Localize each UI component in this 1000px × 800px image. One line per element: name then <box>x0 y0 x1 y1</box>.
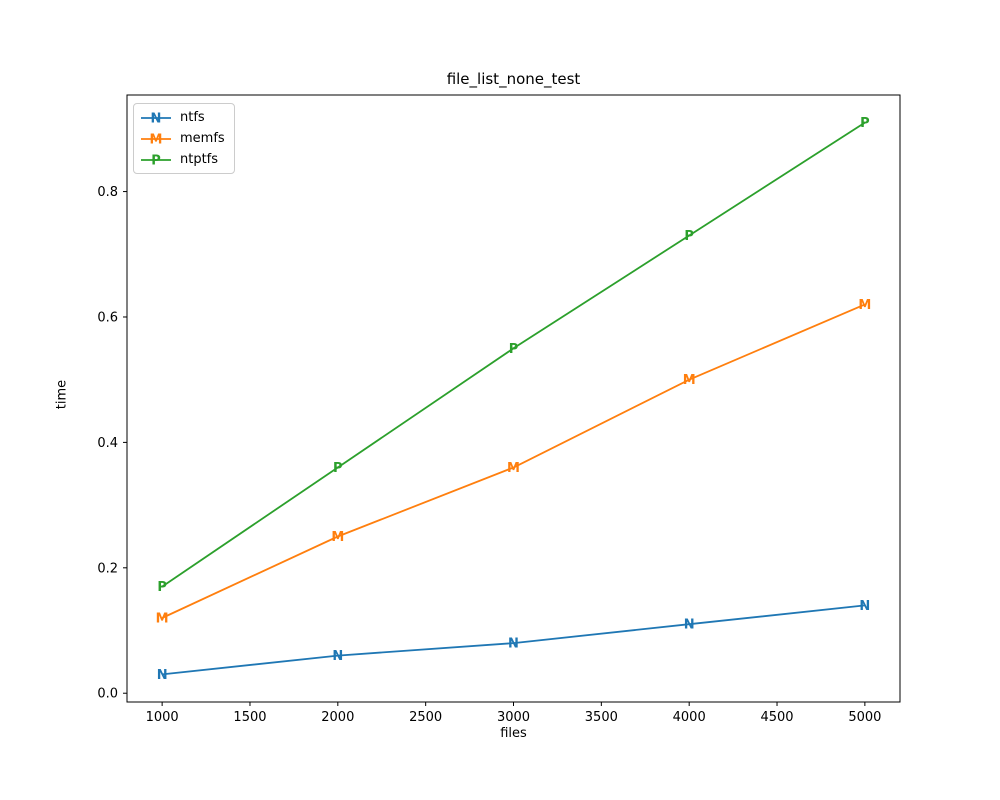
legend-marker-letter: P <box>151 153 161 168</box>
y-tick-label: 0.4 <box>97 436 118 451</box>
legend-sample-ntfs: N <box>141 111 171 126</box>
x-tick-label: 1500 <box>233 710 266 725</box>
legend-label: ntfs <box>180 110 205 125</box>
x-tick-label: 1000 <box>146 710 179 725</box>
x-axis-label: files <box>500 726 527 741</box>
legend-sample-ntptfs: P <box>141 153 171 168</box>
legend-label: memfs <box>180 131 225 146</box>
series-line-ntfs <box>162 604 865 676</box>
x-tick-label: 3000 <box>497 710 530 725</box>
x-tick-label: 2000 <box>321 710 354 725</box>
y-tick-label: 0.6 <box>97 310 118 325</box>
series-marker-ntfs: N <box>157 668 168 683</box>
x-tick-label: 4500 <box>760 710 793 725</box>
series-marker-memfs: M <box>507 461 520 476</box>
series-marker-memfs: M <box>858 298 871 313</box>
series-marker-ntfs: N <box>859 599 870 614</box>
legend-marker-letter: M <box>150 132 163 147</box>
series-marker-memfs: M <box>331 530 344 545</box>
y-tick-label: 0.8 <box>97 185 118 200</box>
series-marker-ntptfs: P <box>333 461 343 476</box>
y-tick-label: 0.2 <box>97 561 118 576</box>
series-marker-ntptfs: P <box>684 229 694 244</box>
x-tick-label: 5000 <box>848 710 881 725</box>
legend-label: ntptfs <box>180 152 219 167</box>
series-marker-memfs: M <box>683 373 696 388</box>
series-marker-ntfs: N <box>684 618 695 633</box>
x-tick-label: 2500 <box>409 710 442 725</box>
series-marker-ntfs: N <box>332 649 343 664</box>
legend-marker-letter: N <box>151 111 162 126</box>
x-tick-label: 4000 <box>673 710 706 725</box>
series-line-ntptfs <box>161 121 866 588</box>
series-line-memfs <box>161 303 866 619</box>
series-marker-ntptfs: P <box>860 116 870 131</box>
y-tick-label: 0.0 <box>97 687 118 702</box>
series-marker-ntptfs: P <box>157 580 167 595</box>
plot-spines <box>126 94 901 703</box>
series-marker-memfs: M <box>156 611 169 626</box>
chart-title: file_list_none_test <box>446 70 581 88</box>
x-tick-label: 3500 <box>585 710 618 725</box>
series-marker-ntptfs: P <box>509 342 519 357</box>
legend-sample-memfs: M <box>141 132 171 147</box>
series-marker-ntfs: N <box>508 637 519 652</box>
